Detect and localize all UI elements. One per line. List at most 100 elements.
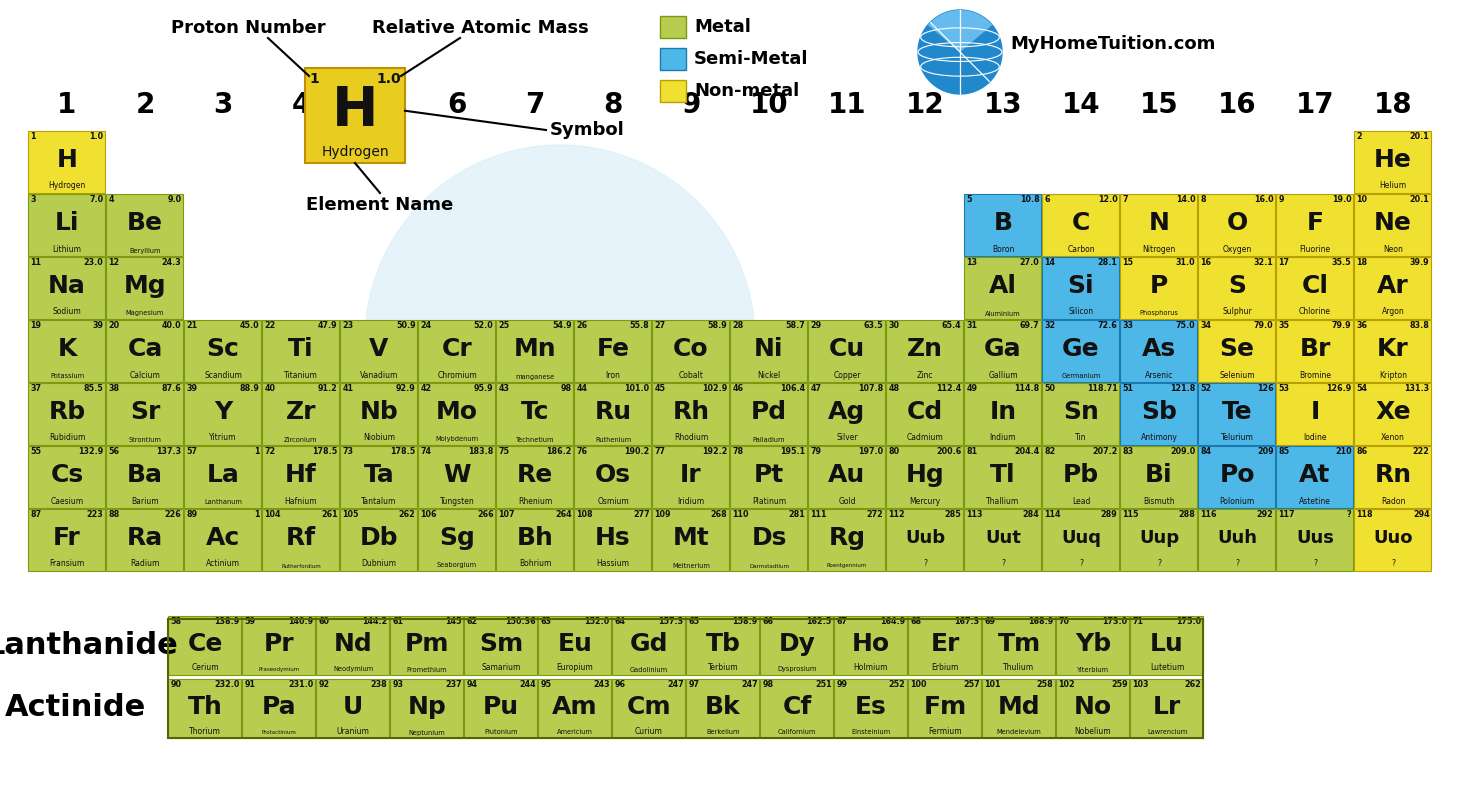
Text: Y: Y	[214, 401, 233, 424]
Text: Mn: Mn	[514, 337, 556, 361]
Text: 261: 261	[321, 510, 338, 519]
Text: Astetine: Astetine	[1299, 496, 1331, 506]
Text: Praseodymium: Praseodymium	[258, 668, 300, 672]
Text: 90: 90	[170, 680, 182, 689]
Text: 76: 76	[577, 447, 587, 456]
Bar	[963, 509, 1041, 571]
Text: 266: 266	[477, 510, 493, 519]
Bar	[808, 446, 886, 508]
Text: Zinc: Zinc	[916, 371, 933, 379]
Text: Lead: Lead	[1072, 496, 1091, 506]
Bar	[1198, 194, 1275, 256]
Text: 91.2: 91.2	[318, 384, 338, 393]
Text: 24: 24	[420, 321, 432, 330]
Text: Ta: Ta	[363, 463, 394, 487]
Bar	[242, 616, 315, 675]
Text: Zr: Zr	[285, 401, 316, 424]
Text: Arsenic: Arsenic	[1145, 371, 1173, 379]
Text: 35.5: 35.5	[1332, 258, 1351, 267]
Bar	[105, 446, 183, 508]
Text: Radon: Radon	[1381, 496, 1405, 506]
Text: 32.1: 32.1	[1253, 258, 1274, 267]
Text: Sr: Sr	[130, 401, 160, 424]
Text: 24.3: 24.3	[161, 258, 182, 267]
Text: 75: 75	[499, 447, 509, 456]
Text: 111: 111	[811, 510, 827, 519]
Text: 209: 209	[1258, 447, 1274, 456]
Text: Ar: Ar	[1378, 274, 1408, 299]
Text: 47: 47	[811, 384, 821, 393]
Text: Mercury: Mercury	[909, 496, 940, 506]
Text: 28: 28	[732, 321, 744, 330]
Text: Pr: Pr	[264, 632, 294, 656]
Text: Co: Co	[673, 337, 709, 361]
Text: Sg: Sg	[439, 526, 474, 551]
Text: Promethium: Promethium	[407, 667, 448, 672]
Bar	[963, 257, 1041, 319]
Text: Au: Au	[829, 463, 865, 487]
Text: Scandium: Scandium	[203, 371, 242, 379]
Bar	[651, 446, 729, 508]
Text: Uuo: Uuo	[1373, 529, 1413, 547]
Text: Rutherfordium: Rutherfordium	[281, 563, 321, 569]
Text: Te: Te	[1221, 401, 1252, 424]
Text: 7: 7	[526, 91, 545, 119]
Text: 53: 53	[1278, 384, 1290, 393]
Text: Pt: Pt	[754, 463, 785, 487]
Text: ?: ?	[1079, 559, 1083, 569]
Text: 1.0: 1.0	[89, 132, 104, 141]
Text: Uuq: Uuq	[1061, 529, 1101, 547]
Text: 25: 25	[499, 321, 509, 330]
Bar	[612, 616, 685, 675]
Text: Roentgennium: Roentgennium	[827, 563, 867, 569]
Text: 83: 83	[1123, 447, 1133, 456]
Text: 13: 13	[966, 258, 978, 267]
Text: 92: 92	[319, 680, 329, 689]
Text: 16: 16	[1218, 91, 1256, 119]
Text: 101: 101	[984, 680, 1001, 689]
Text: 244: 244	[518, 680, 536, 689]
Text: 247: 247	[668, 680, 684, 689]
Text: P: P	[1149, 274, 1168, 299]
Text: 105: 105	[343, 510, 359, 519]
Text: Ag: Ag	[829, 401, 865, 424]
Text: 257: 257	[963, 680, 979, 689]
Text: 112.4: 112.4	[937, 384, 962, 393]
Bar	[660, 16, 687, 38]
Text: Os: Os	[594, 463, 631, 487]
Text: 74: 74	[420, 447, 432, 456]
Bar	[731, 383, 807, 445]
Text: 78: 78	[732, 447, 744, 456]
Text: Berkelium: Berkelium	[706, 729, 739, 735]
Text: 55: 55	[31, 447, 41, 456]
Bar	[908, 679, 981, 738]
Text: 14.0: 14.0	[1176, 195, 1196, 204]
Text: 126: 126	[1258, 384, 1274, 393]
Text: 80: 80	[889, 447, 899, 456]
Text: 12.0: 12.0	[1098, 195, 1117, 204]
Bar	[105, 194, 183, 256]
Text: 9: 9	[681, 91, 701, 119]
Text: Gadolinium: Gadolinium	[630, 667, 668, 672]
Text: 238: 238	[370, 680, 388, 689]
Text: V: V	[369, 337, 388, 361]
Text: 95.9: 95.9	[474, 384, 493, 393]
Text: 19: 19	[31, 321, 41, 330]
Bar	[419, 320, 495, 382]
Text: 173.0: 173.0	[1102, 617, 1127, 626]
Text: Lawrencium: Lawrencium	[1146, 729, 1187, 735]
Bar	[340, 383, 417, 445]
Text: 88.9: 88.9	[240, 384, 259, 393]
Text: Bismuth: Bismuth	[1143, 496, 1174, 506]
Text: Holmium: Holmium	[854, 664, 889, 672]
Text: 1: 1	[31, 132, 37, 141]
Text: Rh: Rh	[672, 401, 710, 424]
Text: 175.0: 175.0	[1177, 617, 1202, 626]
Text: 197.0: 197.0	[858, 447, 883, 456]
Text: 190.2: 190.2	[624, 447, 650, 456]
Text: Rn: Rn	[1375, 463, 1411, 487]
Text: Ca: Ca	[127, 337, 163, 361]
Text: 231.0: 231.0	[288, 680, 313, 689]
Text: 31.0: 31.0	[1176, 258, 1196, 267]
Text: 137.3: 137.3	[157, 447, 182, 456]
